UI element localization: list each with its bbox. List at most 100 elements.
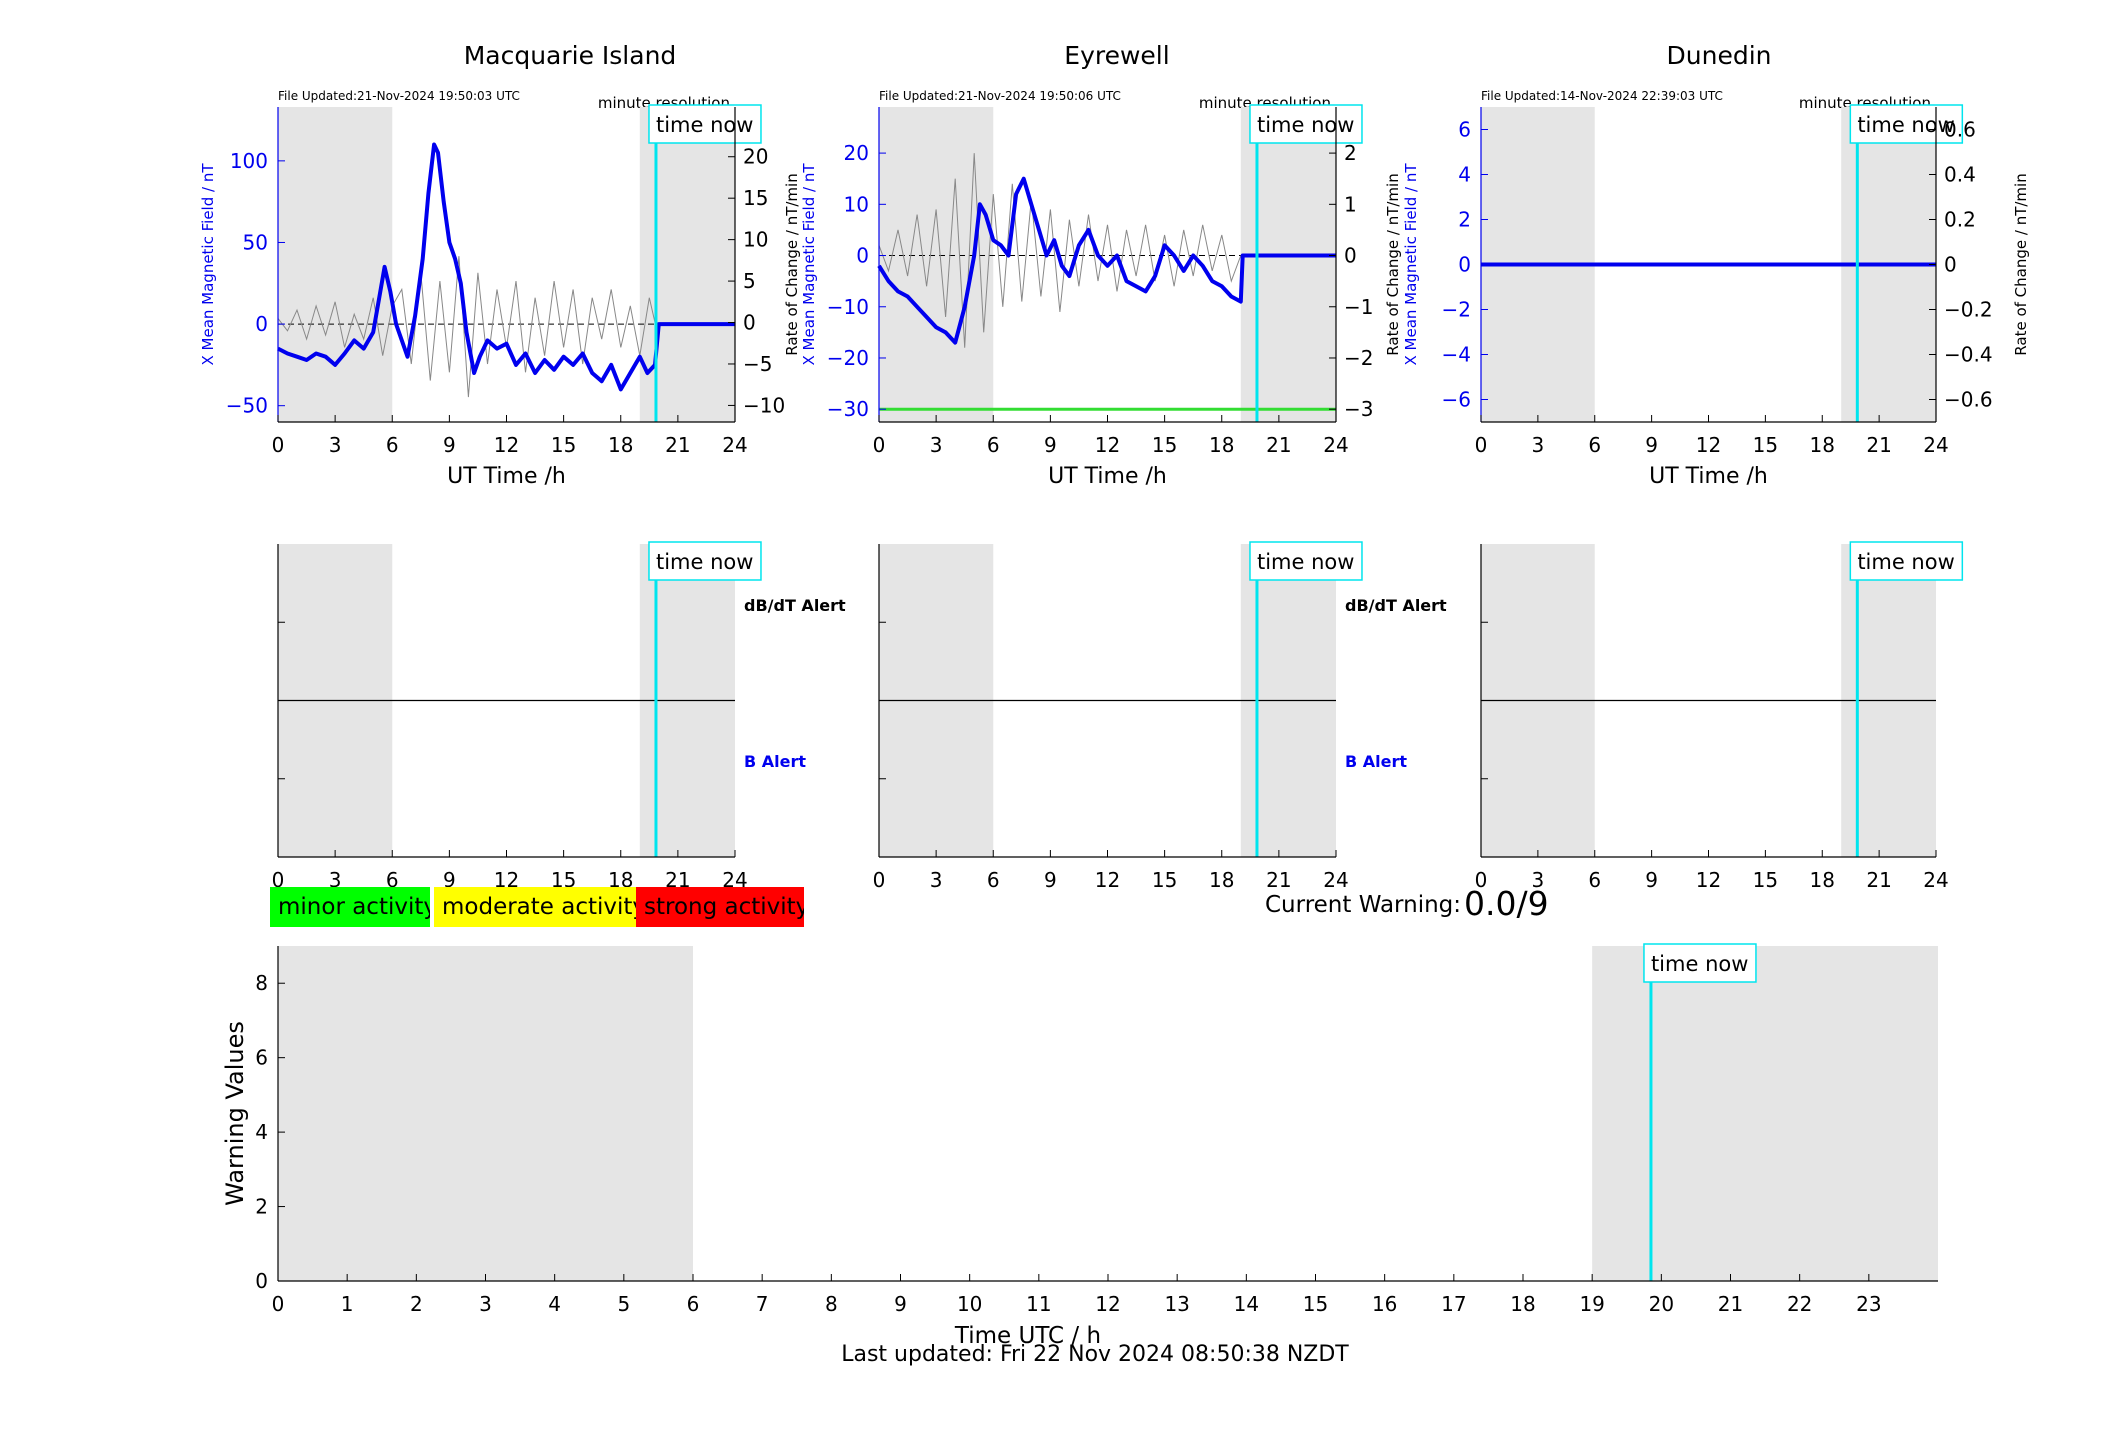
warning-chart-x-tick-label: 18: [1510, 1292, 1535, 1316]
station-chart-2-left-tick-label: −10: [827, 295, 869, 319]
station-chart-2-left-tick-label: −20: [827, 346, 869, 370]
station-chart-2-x-tick-label: 6: [987, 433, 1000, 457]
warning-chart-shaded-band-0: [278, 946, 693, 1281]
station-chart-2-left-tick-label: 0: [856, 244, 869, 268]
station-chart-3-file-updated: File Updated:14-Nov-2024 22:39:03 UTC: [1481, 89, 1723, 103]
station-chart-3-x-tick-label: 12: [1696, 433, 1721, 457]
station-chart-1-time-now-label: time now: [656, 113, 753, 137]
alert-panel-1-time-now-box: [648, 541, 762, 581]
warning-chart-time-now-label: time now: [1651, 952, 1748, 976]
legend-strong-activity: strong activity: [636, 887, 804, 927]
warning-chart-x-tick-label: 10: [957, 1292, 982, 1316]
station-chart-1-right-axis-label: Rate of Change / nT/min: [783, 173, 801, 355]
station-chart-2-x-tick-label: 15: [1152, 433, 1177, 457]
station-chart-3-time-now-box: [1849, 104, 1964, 144]
warning-chart-x-tick-label: 8: [825, 1292, 838, 1316]
station-chart-1-x-tick-label: 21: [665, 433, 690, 457]
station-chart-2-x-tick-label: 24: [1323, 433, 1348, 457]
station-chart-2-right-tick-label: 2: [1344, 141, 1357, 165]
station-chart-3-left-tick-label: 6: [1458, 118, 1471, 142]
station-chart-3-right-axis-label: Rate of Change / nT/min: [2012, 173, 2030, 355]
station-chart-2-x-axis-label: UT Time /h: [1048, 464, 1167, 489]
alert-panel-2-b-alert-label: B Alert: [1345, 752, 1407, 771]
alert-panel-2-x-tick-label: 21: [1266, 868, 1291, 892]
station-chart-1-right-tick-label: −5: [743, 352, 772, 376]
station-chart-3-right-tick-label: 0.4: [1944, 163, 1976, 187]
warning-chart-y-axis-label: Warning Values: [221, 1021, 249, 1206]
warning-chart-y-tick-label: 6: [255, 1046, 268, 1070]
station-chart-1-mean-field-series: [277, 142, 735, 392]
alert-panel-1-dbdt-alert-label: dB/dT Alert: [744, 596, 846, 615]
alert-panel-3-x-tick-label: 21: [1866, 868, 1891, 892]
warning-chart-x-tick-label: 14: [1234, 1292, 1259, 1316]
station-chart-1-left-axis-label: X Mean Magnetic Field / nT: [199, 163, 217, 366]
alert-panel-1-b-alert-label: B Alert: [744, 752, 806, 771]
alert-panel-3-x-tick-label: 3: [1532, 868, 1545, 892]
alert-panel-3-time-now-label: time now: [1857, 550, 1954, 574]
alert-panel-2-x-tick-label: 3: [930, 868, 943, 892]
warning-chart-x-tick-label: 12: [1095, 1292, 1120, 1316]
station-chart-3-right-tick-label: 0.6: [1944, 118, 1976, 142]
station-chart-2-right-tick-label: 0: [1344, 244, 1357, 268]
station-chart-3-left-tick-label: −6: [1442, 388, 1471, 412]
station-chart-3-x-tick-label: 3: [1532, 433, 1545, 457]
station-chart-2-x-tick-label: 18: [1209, 433, 1234, 457]
station-chart-1-left-tick-label: 50: [243, 230, 268, 254]
station-chart-1-left-tick-label: 0: [255, 312, 268, 336]
alert-panel-2-x-tick-label: 0: [873, 868, 886, 892]
station-chart-1-shaded-band-0: [278, 107, 393, 422]
station-chart-3-x-tick-label: 21: [1866, 433, 1891, 457]
station-chart-2-right-tick-label: −1: [1344, 295, 1373, 319]
station-chart-2-time-now-box: [1249, 104, 1363, 144]
station-chart-2-time-now-label: time now: [1257, 113, 1354, 137]
warning-chart-y-tick-label: 8: [255, 971, 268, 995]
station-chart-2-file-updated: File Updated:21-Nov-2024 19:50:06 UTC: [879, 89, 1121, 103]
alert-panel-2-x-tick-label: 9: [1044, 868, 1057, 892]
station-chart-2-x-tick-label: 3: [930, 433, 943, 457]
alert-panel-3-x-tick-label: 24: [1923, 868, 1948, 892]
warning-chart-y-tick-label: 4: [255, 1120, 268, 1144]
station-chart-2-left-tick-label: 10: [844, 192, 869, 216]
station-chart-3-x-tick-label: 6: [1588, 433, 1601, 457]
warning-chart-x-tick-label: 23: [1856, 1292, 1881, 1316]
current-warning-label: Current Warning:: [1265, 892, 1462, 918]
warning-chart-x-tick-label: 19: [1579, 1292, 1604, 1316]
warning-chart-x-tick-label: 7: [756, 1292, 769, 1316]
station-chart-3-x-tick-label: 24: [1923, 433, 1948, 457]
station-chart-2-right-tick-label: −3: [1344, 397, 1373, 421]
alert-panel-2-x-tick-label: 6: [987, 868, 1000, 892]
warning-chart-x-tick-label: 5: [617, 1292, 630, 1316]
station-chart-3-time-now-label: time now: [1857, 113, 1954, 137]
warning-chart-x-tick-label: 20: [1649, 1292, 1674, 1316]
alert-panel-2-dbdt-alert-label: dB/dT Alert: [1345, 596, 1447, 615]
station-chart-1-x-tick-label: 6: [386, 433, 399, 457]
alert-panel-3-x-tick-label: 15: [1753, 868, 1778, 892]
alert-panel-1-time-now-label: time now: [656, 550, 753, 574]
station-chart-1-file-updated: File Updated:21-Nov-2024 19:50:03 UTC: [278, 89, 520, 103]
station-chart-2-mean-field-series: [877, 176, 1336, 345]
last-updated: Last updated: Fri 22 Nov 2024 08:50:38 N…: [841, 1342, 1349, 1367]
station-chart-1-x-axis-label: UT Time /h: [447, 464, 566, 489]
station-chart-3-left-tick-label: −2: [1442, 298, 1471, 322]
station-chart-1-shaded-band-1: [639, 107, 735, 422]
station-chart-3-x-axis-label: UT Time /h: [1649, 464, 1768, 489]
station-chart-3-x-tick-label: 18: [1810, 433, 1835, 457]
station-chart-2-shaded-band-1: [1240, 107, 1336, 422]
station-chart-2-x-tick-label: 9: [1044, 433, 1057, 457]
current-warning-value: 0.0/9: [1464, 884, 1549, 923]
station-chart-3-right-tick-label: −0.4: [1944, 343, 1993, 367]
station-chart-1-title: Macquarie Island: [464, 41, 677, 70]
station-chart-1-right-tick-label: −10: [743, 393, 785, 417]
warning-chart-y-tick-label: 2: [255, 1195, 268, 1219]
alert-panel-3-x-tick-label: 18: [1810, 868, 1835, 892]
warning-chart-x-tick-label: 13: [1164, 1292, 1189, 1316]
station-chart-1-x-tick-label: 24: [722, 433, 747, 457]
station-chart-1-right-tick-label: 15: [743, 186, 768, 210]
station-chart-3-left-tick-label: 4: [1458, 163, 1471, 187]
station-chart-3-right-tick-label: 0: [1944, 253, 1957, 277]
alert-panel-2-x-tick-label: 18: [1209, 868, 1234, 892]
station-chart-2-x-tick-label: 12: [1095, 433, 1120, 457]
station-chart-1-left-tick-label: −50: [226, 394, 268, 418]
